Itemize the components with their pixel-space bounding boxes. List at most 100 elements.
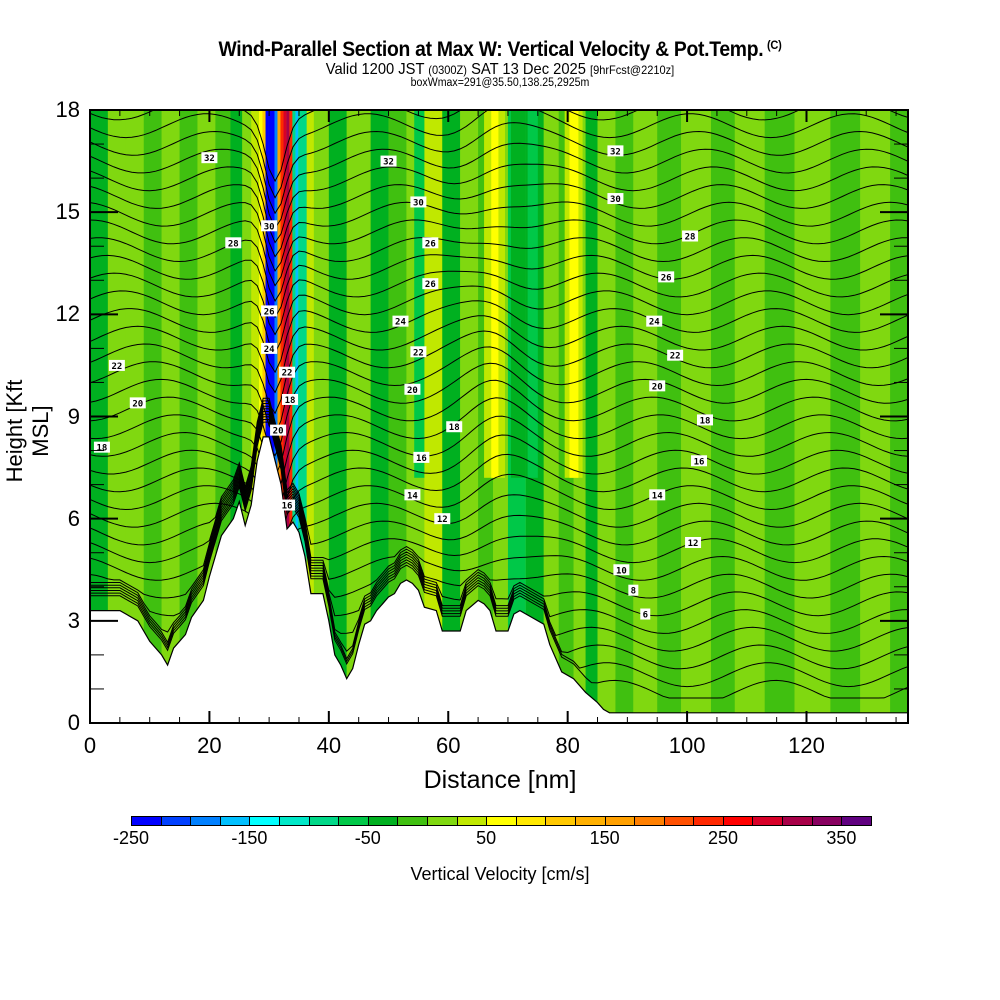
contour-label-bg	[201, 152, 218, 164]
velocity-streak	[414, 110, 425, 478]
colorbar-tick-label: -150	[231, 828, 268, 848]
contour-label-text: 26	[425, 280, 436, 290]
theta-contour-line	[90, 408, 908, 617]
contour-label-text: 28	[228, 239, 239, 249]
colorbar-cell	[664, 817, 695, 825]
contour-label: 16	[691, 455, 708, 467]
colorbar-cell	[279, 817, 310, 825]
colorbar-cell	[812, 817, 843, 825]
contour-label: 22	[108, 359, 125, 372]
theta-contour-line	[90, 346, 908, 436]
colorbar-tick-label: 50	[476, 828, 497, 848]
y-tick-label: 0	[67, 710, 80, 735]
contour-label-bg	[404, 383, 421, 395]
contour-label-text: 18	[285, 396, 296, 406]
contour-label-text: 30	[610, 195, 621, 205]
chart-title: Wind-Parallel Section at Max W: Vertical…	[40, 38, 960, 62]
x-tick-label: 60	[435, 733, 461, 758]
contour-label-text: 32	[383, 158, 394, 168]
x-axis-label: Distance [nm]	[423, 766, 577, 794]
contour-label-bg	[613, 564, 630, 576]
velocity-band	[734, 110, 765, 723]
contour-label-bg	[279, 366, 296, 378]
theta-contour-line	[90, 416, 908, 670]
contour-label-bg	[682, 230, 699, 242]
velocity-band	[794, 110, 831, 723]
contour-label: 32	[607, 145, 624, 157]
contour-label-text: 20	[132, 399, 143, 409]
contour-label: 28	[225, 237, 242, 249]
contour-label: 26	[422, 237, 439, 249]
theta-contour-line	[90, 362, 908, 457]
contour-label-bg	[422, 237, 439, 249]
y-axis-label: Height [Kft MSL]	[2, 379, 53, 483]
contour-label-text: 30	[413, 198, 424, 208]
theta-contour-line	[90, 110, 908, 199]
theta-contour-line	[90, 494, 908, 572]
contour-label-bg	[261, 220, 278, 232]
contour-label-text: 32	[204, 154, 215, 164]
contour-label-text: 16	[282, 502, 293, 512]
theta-contour-line	[90, 270, 908, 336]
contour-label-bg	[413, 451, 430, 463]
contour-label-text: 20	[273, 427, 284, 437]
velocity-band	[143, 110, 162, 723]
velocity-band	[277, 110, 281, 723]
velocity-band	[283, 110, 287, 723]
contour-label: 28	[682, 230, 699, 243]
x-tick-label: 0	[83, 733, 97, 758]
theta-contour-line	[90, 379, 908, 478]
contour-label-text: 10	[616, 566, 627, 576]
contour-label-bg	[667, 349, 684, 361]
y-tick-label: 18	[55, 97, 80, 122]
colorbar-cell	[575, 817, 606, 825]
contour-label: 30	[410, 196, 427, 208]
contour-label: 18	[446, 421, 463, 433]
theta-contour-line	[90, 285, 908, 354]
contour-label-text: 12	[437, 515, 448, 525]
velocity-band	[585, 110, 598, 723]
contour-label-bg	[422, 278, 439, 290]
contour-label: 10	[613, 564, 630, 576]
contour-label: 14	[649, 489, 666, 501]
contour-label: 20	[270, 424, 287, 437]
contour-label-bg	[261, 342, 278, 354]
contour-label-bg	[640, 608, 651, 620]
velocity-streak	[569, 110, 579, 478]
contour-label: 26	[261, 305, 278, 317]
contour-label-text: 24	[395, 318, 406, 328]
contour-label-bg	[279, 499, 296, 511]
theta-contour-line	[90, 415, 908, 518]
x-tick-label: 20	[197, 733, 222, 758]
theta-contour-line	[90, 419, 908, 688]
contour-label-bg	[607, 145, 624, 157]
contour-label: 12	[685, 537, 702, 549]
contour-label-text: 22	[282, 369, 293, 379]
contour-label: 22	[667, 349, 684, 362]
contour-label-text: 12	[688, 539, 699, 549]
velocity-band	[242, 110, 252, 723]
colorbar-cell	[220, 817, 251, 825]
colorbar-cell	[605, 817, 636, 825]
contour-label-text: 28	[685, 233, 696, 243]
theta-contour-line	[90, 411, 908, 634]
theta-contour-line	[90, 110, 908, 183]
colorbar-cell	[635, 817, 665, 825]
contour-label: 24	[646, 315, 663, 328]
theta-contour-line	[90, 405, 908, 599]
velocity-band	[370, 110, 389, 723]
contour-label: 22	[279, 366, 296, 379]
velocity-band	[764, 110, 795, 723]
velocity-band	[442, 110, 461, 723]
y-tick-label: 15	[55, 199, 80, 225]
velocity-band	[346, 110, 371, 723]
subtitle-utc: (0300Z)	[428, 63, 467, 77]
theta-contour-line	[90, 183, 908, 258]
contour-label: 8	[628, 584, 639, 597]
y-tick-label: 9	[67, 403, 80, 429]
colorbar-cell	[487, 817, 517, 825]
contour-label: 24	[392, 315, 409, 328]
contour-label: 30	[261, 220, 278, 232]
contour-label-bg	[649, 489, 666, 501]
